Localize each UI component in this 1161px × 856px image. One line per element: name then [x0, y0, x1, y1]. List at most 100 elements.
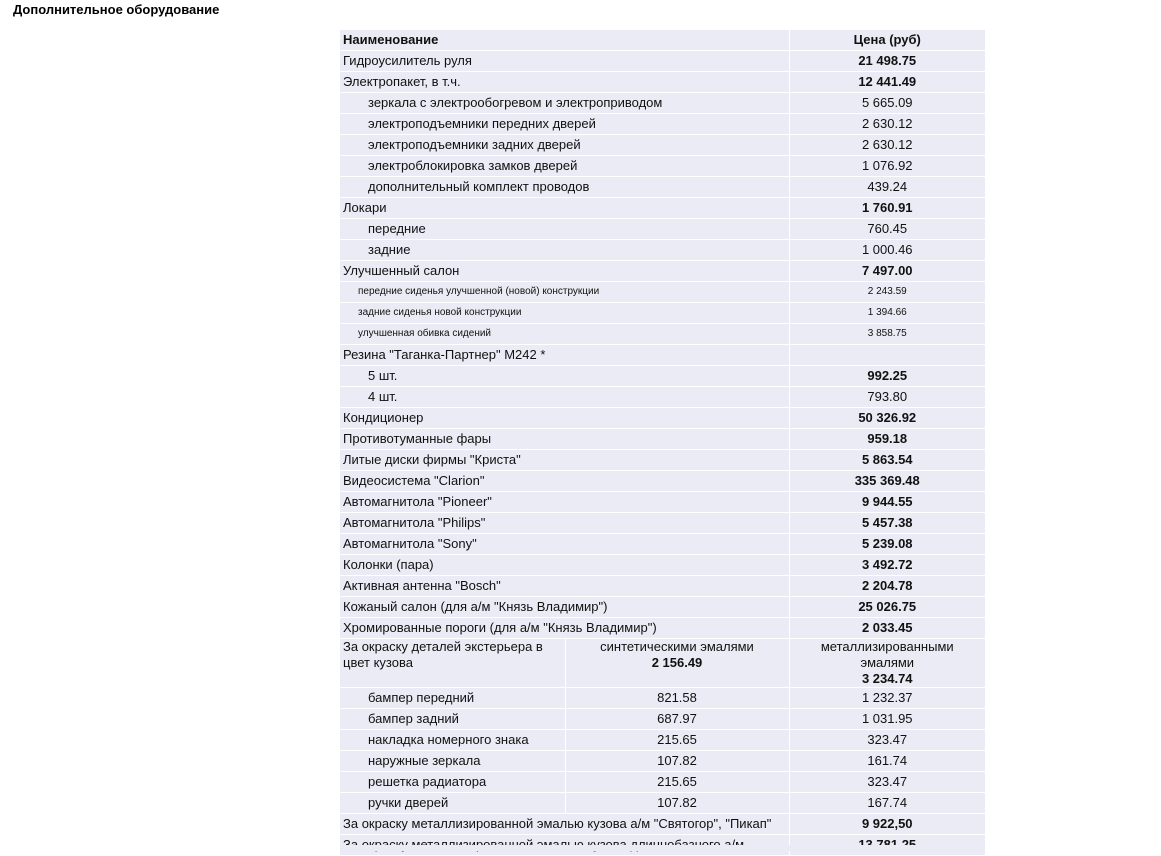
item-name: Видеосистема "Clarion": [340, 470, 790, 492]
table-row: электроподъемники задних дверей 2 630.12: [340, 134, 985, 156]
price-cell: 992.25: [789, 365, 985, 387]
table-row: Литые диски фирмы "Криста" 5 863.54: [340, 449, 985, 471]
paint-item-name: ручки дверей: [340, 792, 566, 814]
price-cell: 7 497.00: [789, 260, 985, 282]
paint-row: ручки дверей 107.82 167.74: [340, 792, 985, 814]
page-title: Дополнительное оборудование: [13, 2, 220, 17]
table-row: улучшенная обивка сидений 3 858.75: [340, 323, 985, 345]
table-row: Колонки (пара) 3 492.72: [340, 554, 985, 576]
subitem-name: задние сиденья новой конструкции: [340, 302, 790, 324]
item-name: Автомагнитола "Philips": [340, 512, 790, 534]
price-cell: 5 457.38: [789, 512, 985, 534]
paint-row: решетка радиатора 215.65 323.47: [340, 771, 985, 793]
subitem-name: зеркала с электрообогревом и электроприв…: [340, 92, 790, 114]
table-row: Противотуманные фары 959.18: [340, 428, 985, 450]
item-name: Кондиционер: [340, 407, 790, 429]
paint-column: металлизированными эмалями 3 234.74: [789, 638, 985, 688]
price-cell: 215.65: [565, 771, 790, 793]
price-cell: 1 076.92: [789, 155, 985, 177]
price-cell: 335 369.48: [789, 470, 985, 492]
price-cell: 2 630.12: [789, 134, 985, 156]
price-table: Наименование Цена (руб) Гидроусилитель рул…: [340, 30, 985, 856]
price-cell: 161.74: [789, 750, 985, 772]
price-cell: [789, 344, 985, 366]
subitem-name: 4 шт.: [340, 386, 790, 408]
paint-item-name: накладка номерного знака: [340, 729, 566, 751]
paint-item-name: бампер задний: [340, 708, 566, 730]
table-row: задние сиденья новой конструкции 1 394.66: [340, 302, 985, 324]
price-cell: 215.65: [565, 729, 790, 751]
header-cell: Цена (руб): [789, 30, 985, 51]
paint-row: накладка номерного знака 215.65 323.47: [340, 729, 985, 751]
price-cell: 1 232.37: [789, 687, 985, 709]
price-cell: 2 243.59: [789, 281, 985, 303]
price-cell: 323.47: [789, 729, 985, 751]
paint-total: 3 234.74: [861, 671, 913, 686]
price-cell: 50 326.92: [789, 407, 985, 429]
table-body: Наименование Цена (руб) Гидроусилитель рул…: [340, 30, 985, 856]
paint-item-name: решетка радиатора: [340, 771, 566, 793]
price-cell: 1 394.66: [789, 302, 985, 324]
price-cell: 21 498.75: [789, 50, 985, 72]
paint-row: бампер задний 687.97 1 031.95: [340, 708, 985, 730]
table-row: Кондиционер 50 326.92: [340, 407, 985, 429]
price-cell: 439.24: [789, 176, 985, 198]
paint-column: синтетическими эмалями 2 156.49: [565, 638, 790, 688]
subitem-name: электроблокировка замков дверей: [340, 155, 790, 177]
price-cell: 25 026.75: [789, 596, 985, 618]
item-name: Улучшенный салон: [340, 260, 790, 282]
subitem-name: дополнительный комплект проводов: [340, 176, 790, 198]
table-row: зеркала с электрообогревом и электроприв…: [340, 92, 985, 114]
paint-row: бампер передний 821.58 1 232.37: [340, 687, 985, 709]
item-name: Автомагнитола "Sony": [340, 533, 790, 555]
table-row: Локари 1 760.91: [340, 197, 985, 219]
subitem-name: улучшенная обивка сидений: [340, 323, 790, 345]
table-row: электроподъемники передних дверей 2 630.1…: [340, 113, 985, 135]
table-row: Видеосистема "Clarion" 335 369.48: [340, 470, 985, 492]
paint-column-label: синтетическими эмалями: [600, 639, 754, 654]
table-row: Улучшенный салон 7 497.00: [340, 260, 985, 282]
header-cell: Наименование: [340, 30, 790, 51]
price-cell: 821.58: [565, 687, 790, 709]
item-name: Резина "Таганка-Партнер" М242 *: [340, 344, 790, 366]
table-footer: [340, 845, 985, 851]
subitem-name: 5 шт.: [340, 365, 790, 387]
table-row: электроблокировка замков дверей 1 076.92: [340, 155, 985, 177]
price-cell: 2 630.12: [789, 113, 985, 135]
subitem-name: задние: [340, 239, 790, 261]
paint-header-row: За окраску деталей экстерьера в цвет куз…: [340, 638, 985, 688]
table-row: передние сиденья улучшенной (новой) конс…: [340, 281, 985, 303]
paint-item-name: бампер передний: [340, 687, 566, 709]
subitem-name: электроподъемники передних дверей: [340, 113, 790, 135]
table-row: Активная антенна "Bosch" 2 204.78: [340, 575, 985, 597]
table-row: Автомагнитола "Pioneer" 9 944.55: [340, 491, 985, 513]
header-row: Наименование Цена (руб): [340, 30, 985, 51]
item-name: Литые диски фирмы "Криста": [340, 449, 790, 471]
item-name: Гидроусилитель руля: [340, 50, 790, 72]
price-cell: 5 239.08: [789, 533, 985, 555]
paint-item-name: наружные зеркала: [340, 750, 566, 772]
table-row: 5 шт. 992.25: [340, 365, 985, 387]
table-row: дополнительный комплект проводов 439.24: [340, 176, 985, 198]
table-row: передние 760.45: [340, 218, 985, 240]
price-cell: 793.80: [789, 386, 985, 408]
table-row: Электропакет, в т.ч. 12 441.49: [340, 71, 985, 93]
item-name: За окраску металлизированной эмалью кузо…: [340, 813, 790, 835]
item-name: Противотуманные фары: [340, 428, 790, 450]
price-cell: 5 665.09: [789, 92, 985, 114]
price-cell: 12 441.49: [789, 71, 985, 93]
price-cell: 1 760.91: [789, 197, 985, 219]
paint-name: За окраску деталей экстерьера в цвет куз…: [340, 638, 566, 688]
item-name: Локари: [340, 197, 790, 219]
table-row: задние 1 000.46: [340, 239, 985, 261]
paint-column-label: металлизированными эмалями: [820, 639, 954, 670]
item-name: Электропакет, в т.ч.: [340, 71, 790, 93]
table-row: Автомагнитола "Philips" 5 457.38: [340, 512, 985, 534]
subitem-name: передние: [340, 218, 790, 240]
price-cell: 5 863.54: [789, 449, 985, 471]
table-row: Гидроусилитель руля 21 498.75: [340, 50, 985, 72]
price-cell: 3 492.72: [789, 554, 985, 576]
table-row: За окраску металлизированной эмалью кузо…: [340, 813, 985, 835]
item-name: Автомагнитола "Pioneer": [340, 491, 790, 513]
